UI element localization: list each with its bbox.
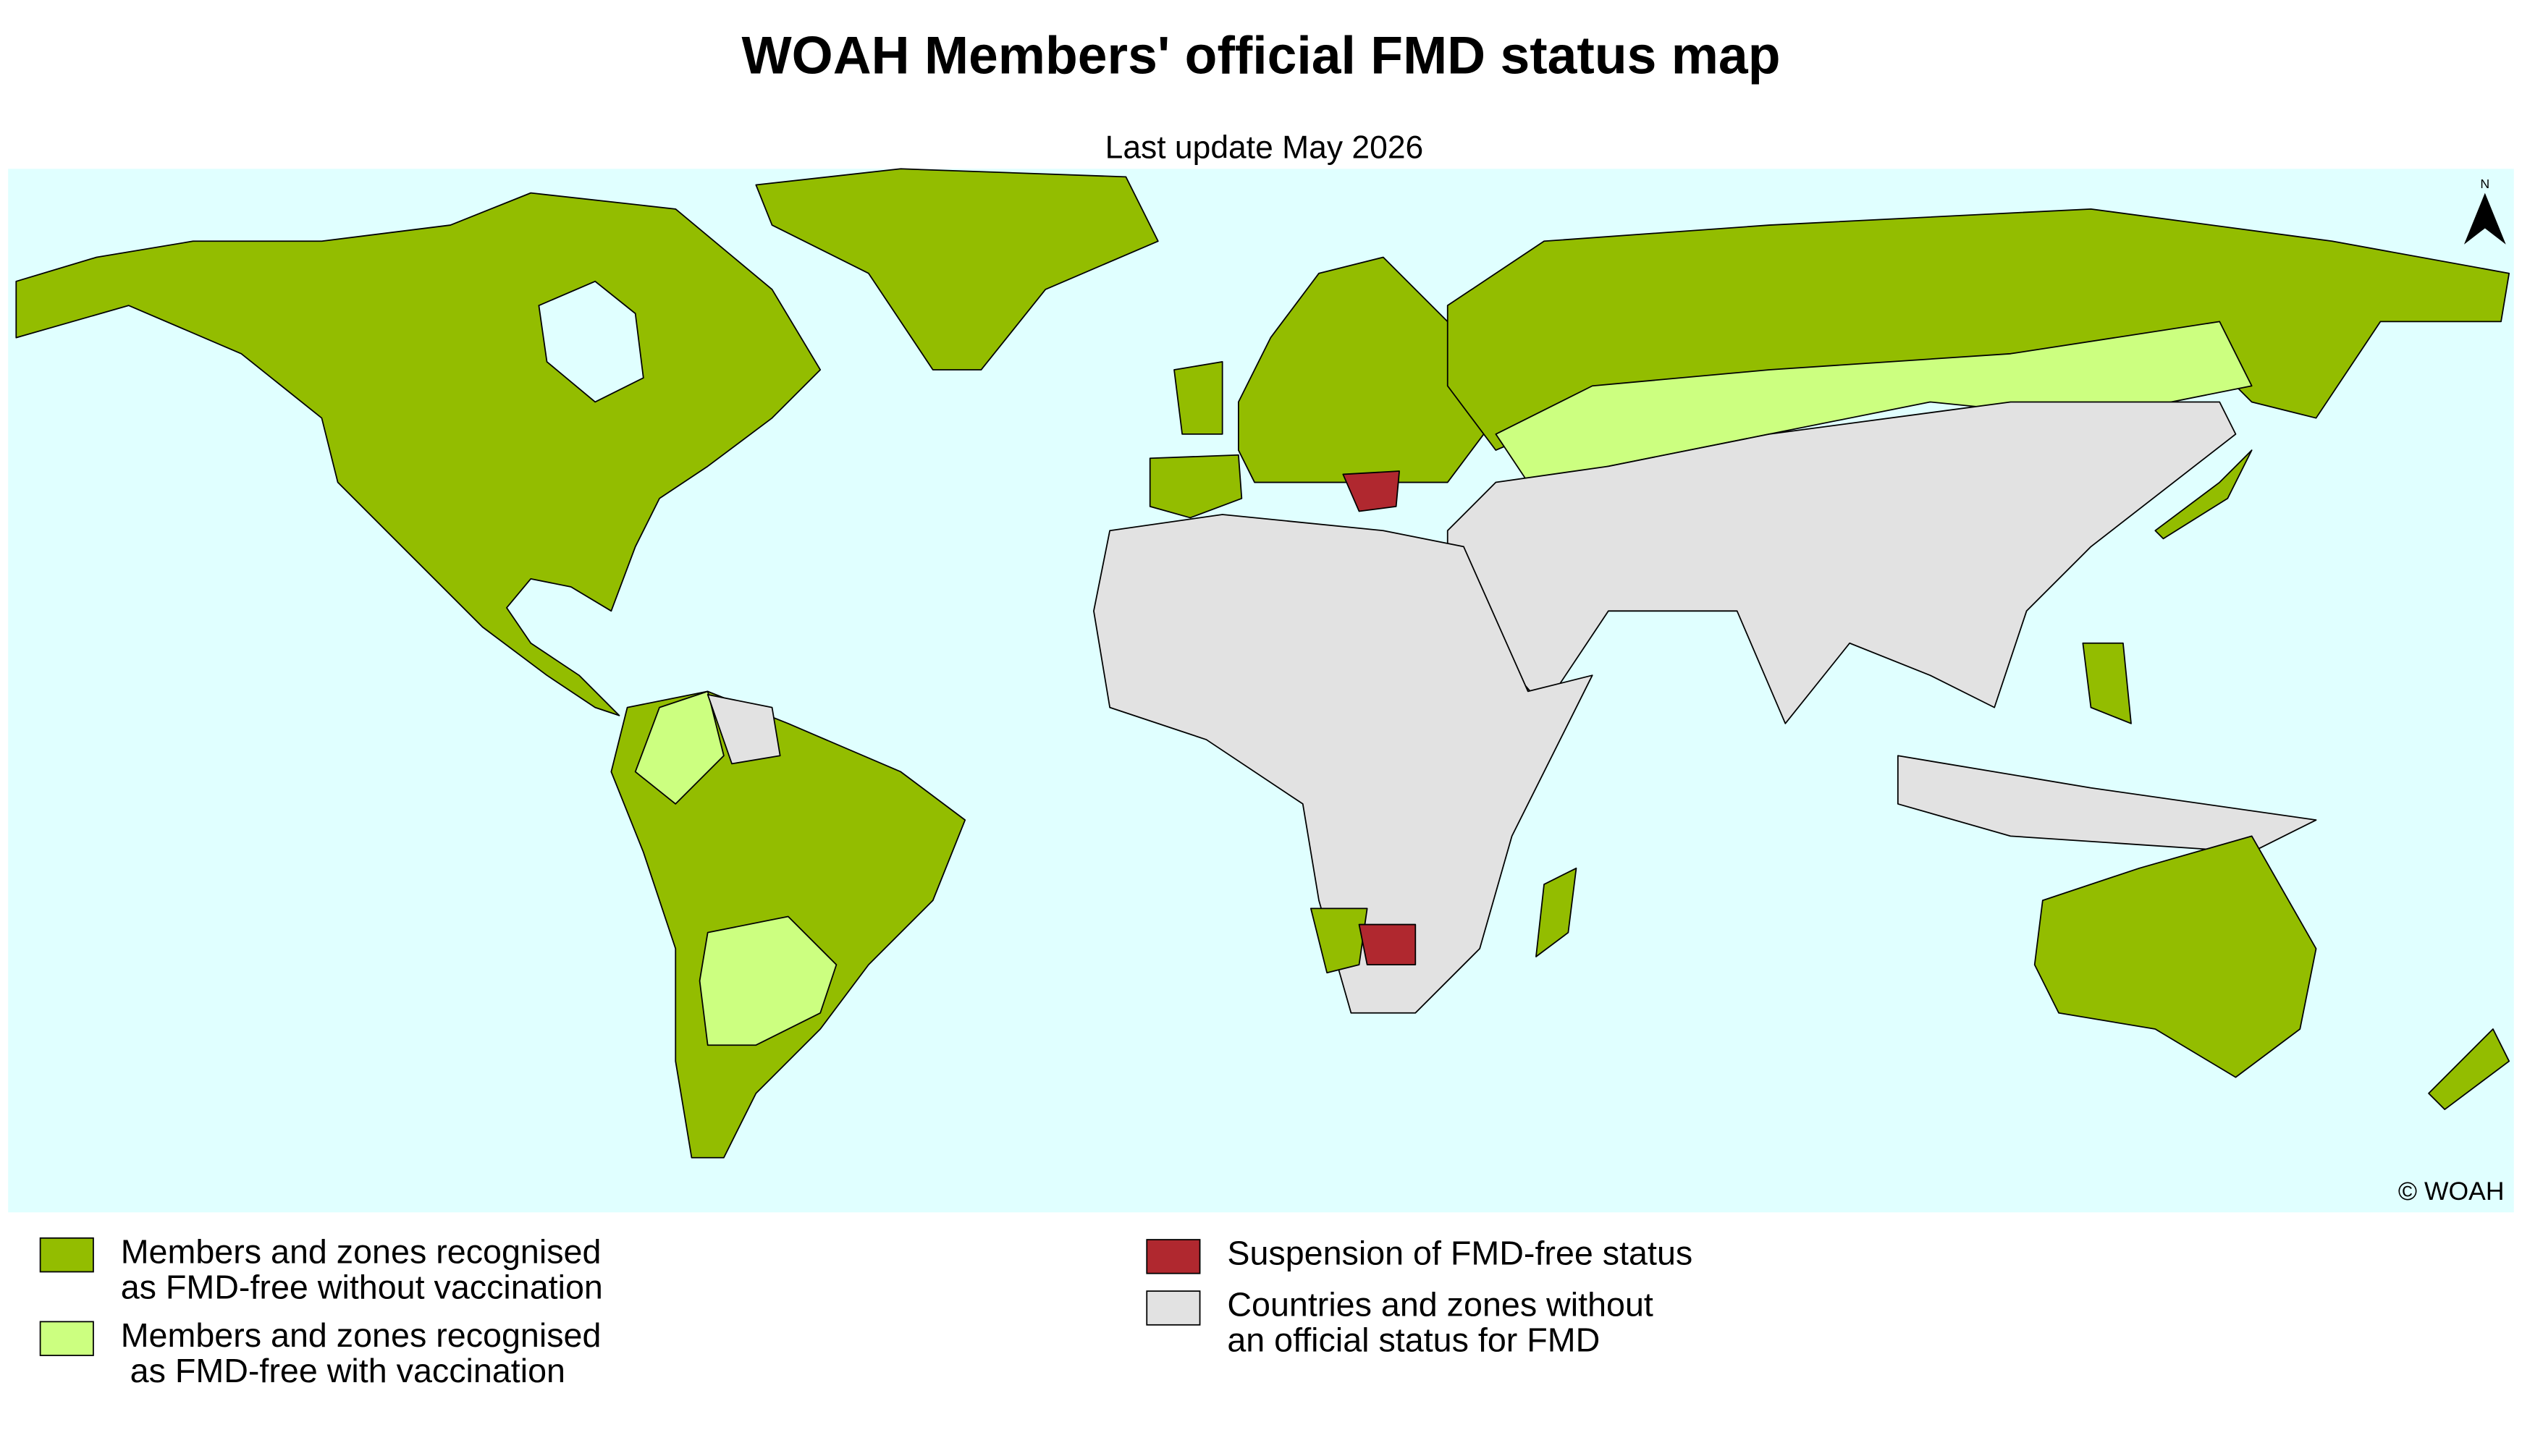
japan <box>2154 449 2253 540</box>
north-arrow <box>2463 192 2506 245</box>
venezuela <box>707 693 781 765</box>
iberia <box>1149 454 1243 519</box>
legend-swatch <box>39 1321 94 1356</box>
australia <box>2033 835 2317 1078</box>
southern-cone-zone <box>699 915 838 1046</box>
legend-swatch <box>1146 1239 1201 1274</box>
philippines <box>2082 642 2132 724</box>
new-zealand <box>2428 1028 2510 1110</box>
colombia-zone <box>634 690 725 805</box>
hudson-bay <box>538 280 644 403</box>
legend-label: as FMD-free without vaccination <box>121 1268 603 1305</box>
subtitle: Last update May 2026 <box>1105 130 1424 165</box>
legend-swatch <box>1146 1290 1201 1326</box>
greece <box>1342 470 1400 512</box>
namibia <box>1310 907 1368 974</box>
legend-label: an official status for FMD <box>1227 1321 1600 1359</box>
legend-label: Members and zones recognised <box>121 1232 602 1270</box>
greenland <box>755 168 1159 371</box>
credit: © WOAH <box>2398 1177 2505 1206</box>
legend-label: Suspension of FMD-free status <box>1227 1235 1692 1272</box>
asia <box>1446 401 2237 724</box>
africa <box>1093 514 1593 1014</box>
legend-label: Members and zones recognised <box>121 1316 602 1354</box>
title: WOAH Members' official FMD status map <box>741 26 1780 85</box>
north-label: N <box>2480 177 2489 191</box>
legend-swatch <box>39 1237 94 1273</box>
europe <box>1238 256 1497 483</box>
map-area: N © WOAH <box>8 168 2514 1213</box>
legend-label: as FMD-free with vaccination <box>121 1352 565 1389</box>
botswana <box>1358 923 1417 966</box>
uk <box>1173 361 1223 435</box>
madagascar <box>1535 867 1577 957</box>
legend-label: Countries and zones without <box>1227 1286 1653 1324</box>
